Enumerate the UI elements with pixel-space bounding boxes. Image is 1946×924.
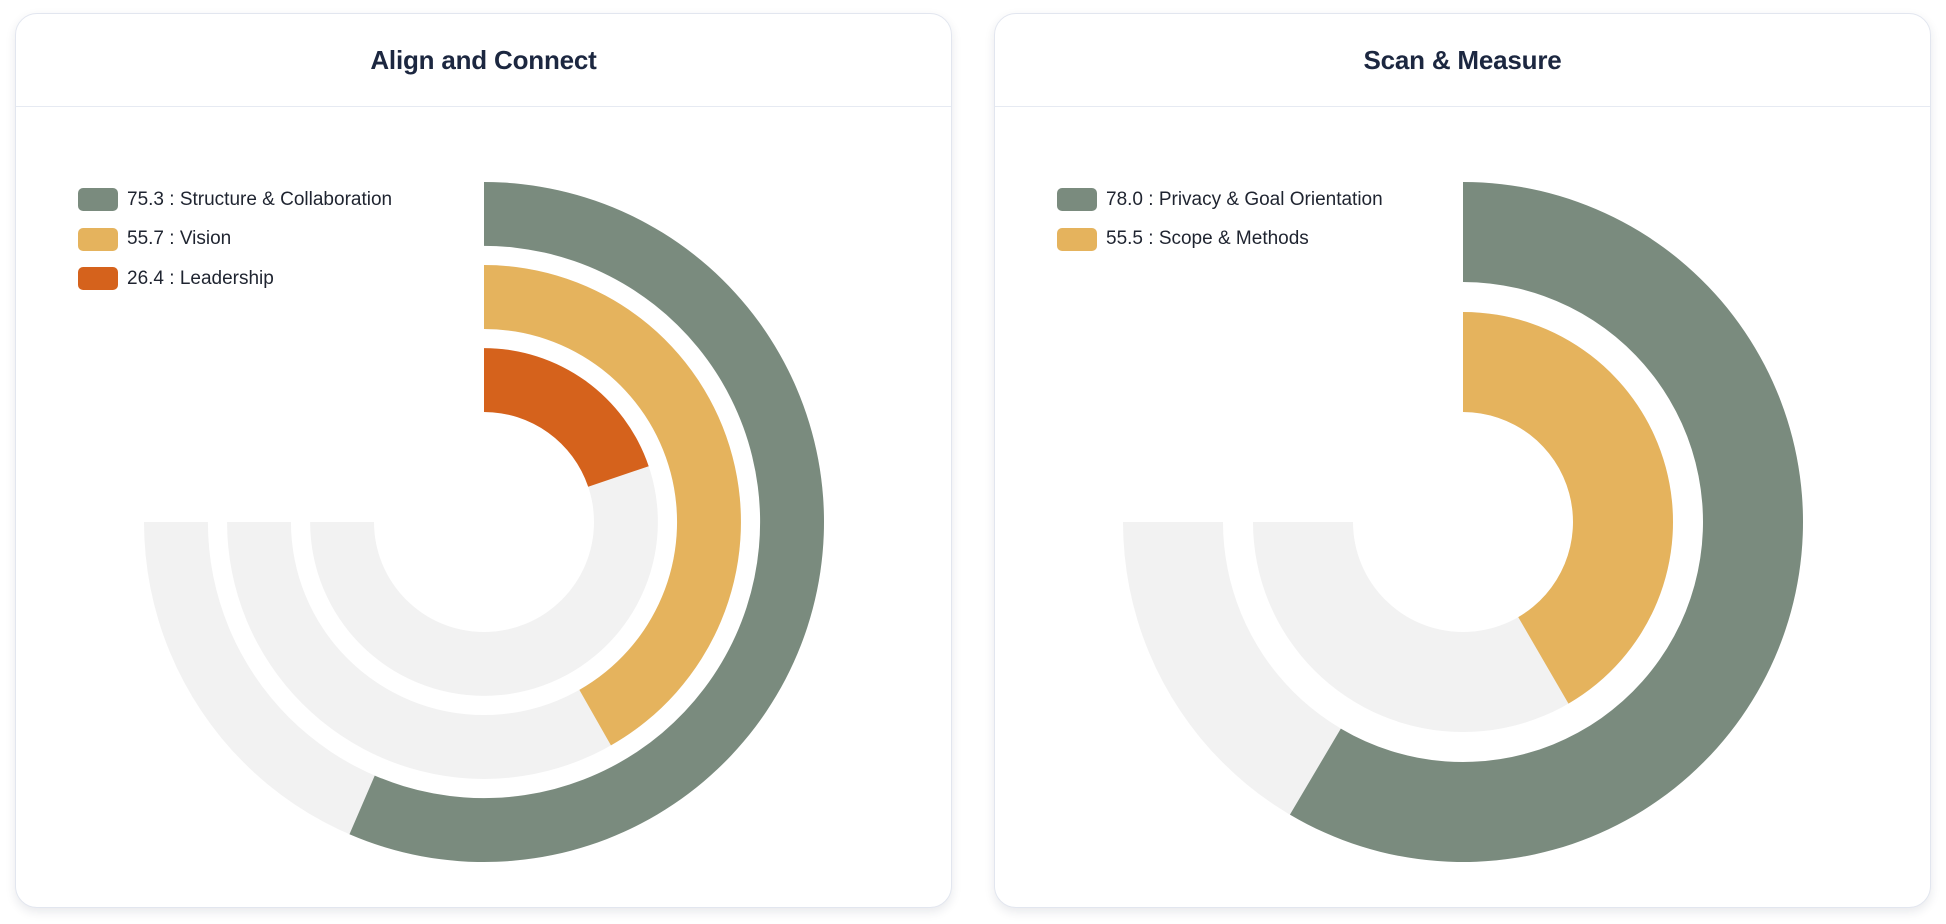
- legend-label: 26.4 : Leadership: [127, 267, 274, 289]
- chart-card-scan-and-measure: Scan & Measure 78.0 : Privacy & Goal Ori…: [994, 13, 1931, 908]
- card-header: Align and Connect: [16, 14, 951, 107]
- chart-title: Align and Connect: [370, 44, 597, 75]
- legend-swatch: [1057, 188, 1097, 212]
- legend-swatch: [78, 188, 118, 212]
- chart-title: Scan & Measure: [1363, 44, 1562, 75]
- legend-label: 55.5 : Scope & Methods: [1106, 228, 1309, 250]
- legend-item[interactable]: 78.0 : Privacy & Goal Orientation: [1057, 180, 1383, 220]
- radial-bar-scope-methods[interactable]: [1463, 312, 1674, 704]
- radial-bar-privacy-goal-orientation[interactable]: [1289, 182, 1803, 862]
- legend-item[interactable]: 55.5 : Scope & Methods: [1057, 220, 1383, 260]
- radial-bar-leadership[interactable]: [484, 348, 649, 487]
- chart-card-align-and-connect: Align and Connect 75.3 : Structure & Col…: [15, 13, 952, 908]
- legend-item[interactable]: 26.4 : Leadership: [78, 259, 392, 299]
- legend-label: 78.0 : Privacy & Goal Orientation: [1106, 188, 1383, 210]
- radial-bar-chart: [1123, 182, 1803, 862]
- radial-bar-structure-collaboration[interactable]: [349, 182, 824, 862]
- radial-track: [227, 265, 741, 779]
- card-header: Scan & Measure: [995, 14, 1930, 107]
- legend-item[interactable]: 75.3 : Structure & Collaboration: [78, 180, 392, 220]
- legend-label: 75.3 : Structure & Collaboration: [127, 188, 393, 210]
- legend-label: 55.7 : Vision: [127, 228, 232, 250]
- legend-item[interactable]: 55.7 : Vision: [78, 220, 392, 260]
- legend-swatch: [78, 227, 118, 251]
- chart-legend: 78.0 : Privacy & Goal Orientation 55.5 :…: [1057, 180, 1383, 259]
- chart-legend: 75.3 : Structure & Collaboration 55.7 : …: [78, 180, 392, 299]
- radial-bar-chart: [144, 182, 824, 862]
- radial-bar-vision[interactable]: [484, 265, 741, 746]
- legend-swatch: [1057, 227, 1097, 251]
- legend-swatch: [78, 267, 118, 291]
